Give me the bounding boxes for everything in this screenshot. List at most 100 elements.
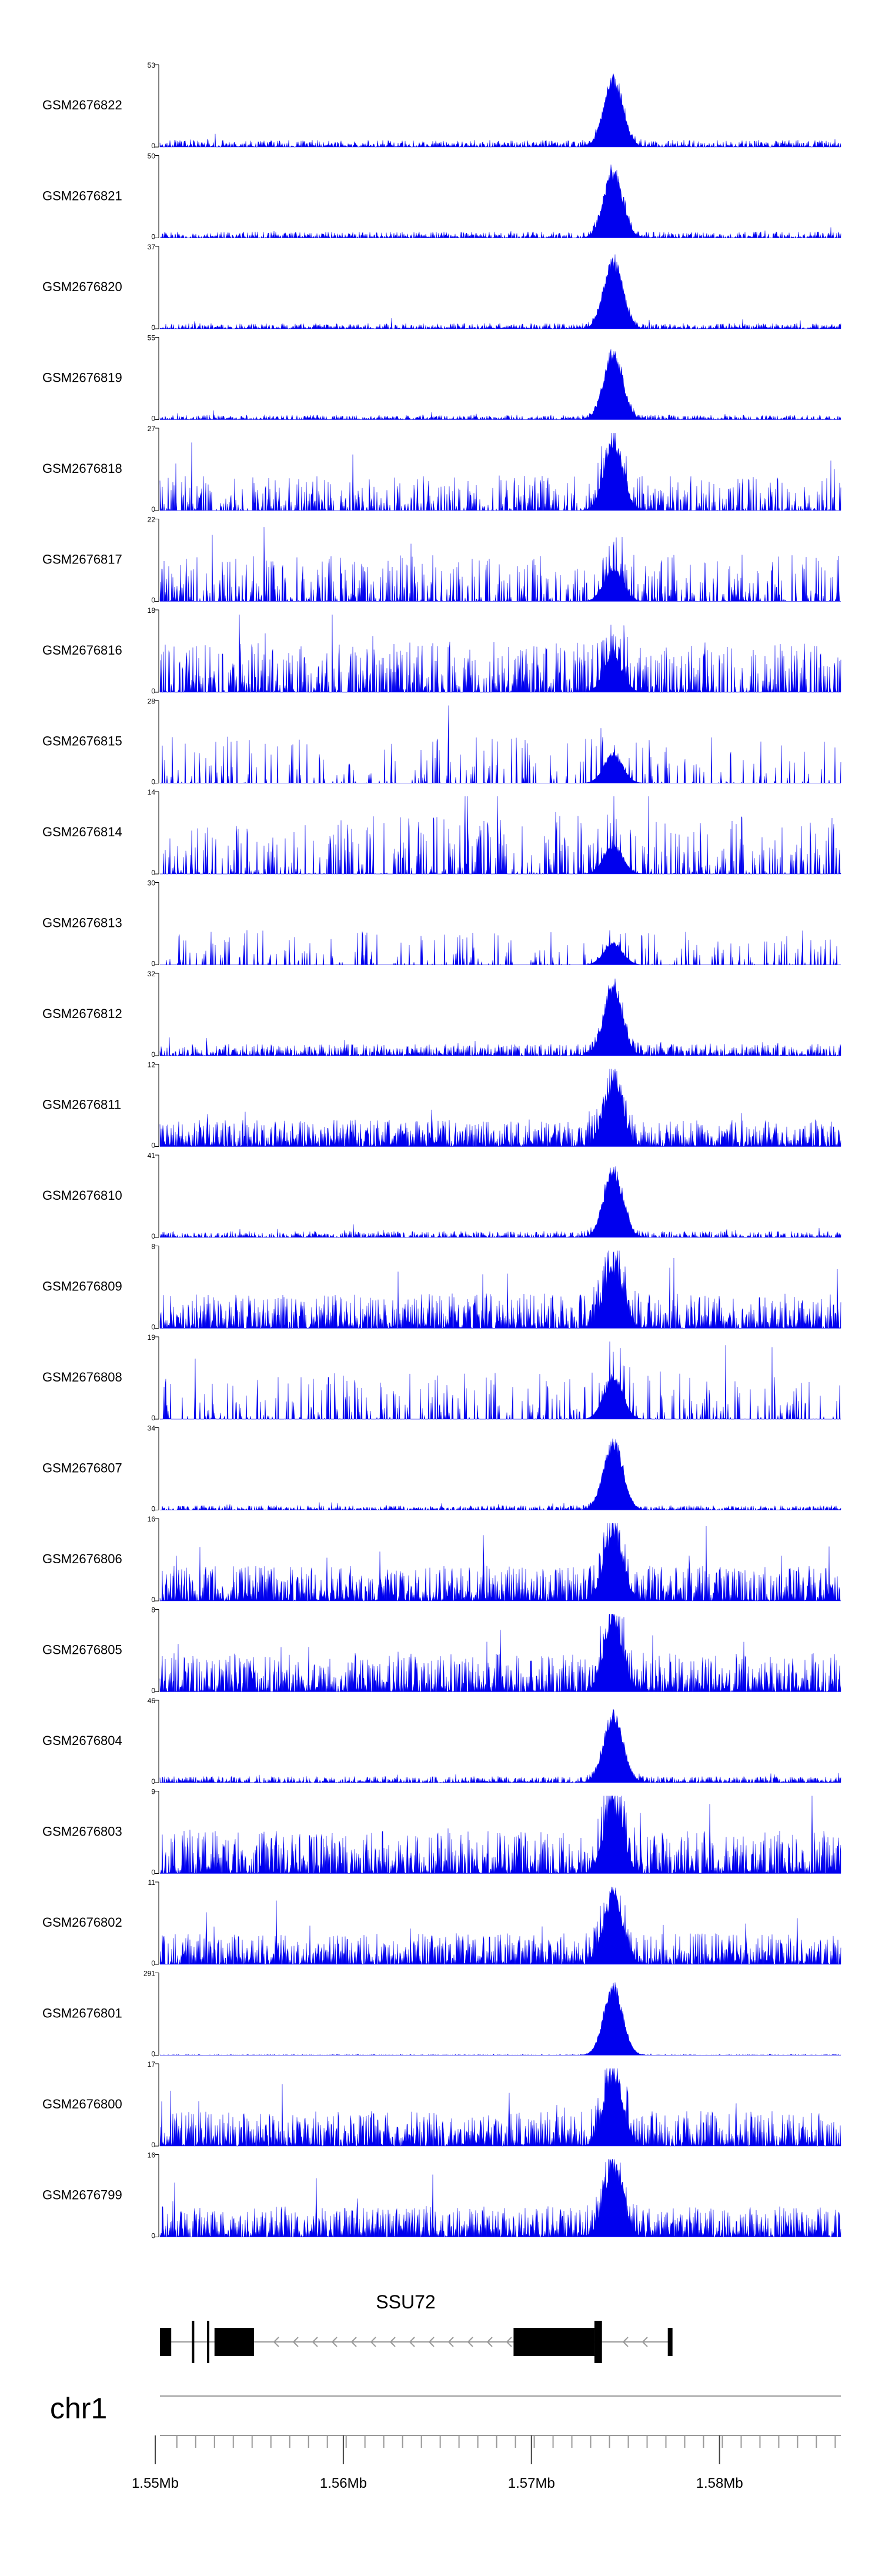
track-label: GSM2676805 xyxy=(42,1643,122,1657)
y-max-label: 50 xyxy=(148,152,156,161)
strand-arrow xyxy=(370,2337,376,2347)
track-label: GSM2676819 xyxy=(42,371,122,385)
signal-area xyxy=(159,349,841,421)
track-label: GSM2676803 xyxy=(42,1824,122,1839)
signal-area xyxy=(159,1709,841,1783)
gene-exon-utr xyxy=(667,2328,673,2356)
gene-exon-coding xyxy=(214,2328,254,2356)
signal-area xyxy=(159,1886,841,1965)
track-gsm2676811: GSM2676811 12 0 xyxy=(42,1061,841,1150)
track-gsm2676801: GSM2676801 291 0 xyxy=(42,1970,841,2058)
y-min-label: 0 xyxy=(151,2141,155,2149)
axis-tick-label: 1.58Mb xyxy=(696,2475,743,2491)
track-gsm2676822: GSM2676822 53 0 xyxy=(42,61,841,150)
y-min-label: 0 xyxy=(151,1142,155,1150)
y-min-label: 0 xyxy=(151,1777,155,1786)
y-max-label: 22 xyxy=(148,516,156,524)
track-gsm2676806: GSM2676806 16 0 xyxy=(42,1515,841,1604)
strand-arrow xyxy=(273,2337,279,2347)
y-max-label: 17 xyxy=(148,2060,156,2068)
track-label: GSM2676810 xyxy=(42,1188,122,1203)
signal-area xyxy=(159,1250,841,1329)
y-max-label: 16 xyxy=(148,2151,156,2160)
y-min-label: 0 xyxy=(151,1414,155,1422)
genome-axis-track: chr1 1.55Mb 1.56Mb 1.57Mb 1.58Mb xyxy=(50,2392,841,2491)
y-min-label: 0 xyxy=(151,2232,155,2240)
track-gsm2676808: GSM2676808 19 0 xyxy=(42,1333,841,1422)
y-max-label: 34 xyxy=(148,1424,156,1433)
strand-arrow xyxy=(389,2337,396,2347)
track-label: GSM2676808 xyxy=(42,1370,122,1384)
axis-tick-label: 1.56Mb xyxy=(320,2475,367,2491)
track-label: GSM2676802 xyxy=(42,1915,122,1930)
gene-exon-utr xyxy=(160,2328,172,2356)
strand-arrow xyxy=(622,2337,629,2347)
track-gsm2676813: GSM2676813 30 0 xyxy=(42,879,841,968)
signal-area xyxy=(159,73,841,148)
strand-arrow xyxy=(312,2337,318,2347)
y-max-label: 14 xyxy=(148,788,156,796)
track-label: GSM2676807 xyxy=(42,1461,122,1476)
y-min-label: 0 xyxy=(151,415,155,423)
gene-exon-boundary xyxy=(192,2321,195,2363)
y-min-label: 0 xyxy=(151,687,155,695)
y-min-label: 0 xyxy=(151,1323,155,1332)
signal-area xyxy=(159,978,841,1056)
strand-arrow xyxy=(486,2337,493,2347)
y-max-label: 11 xyxy=(148,1878,156,1887)
track-gsm2676821: GSM2676821 50 0 xyxy=(42,152,841,241)
y-min-label: 0 xyxy=(151,1050,155,1059)
signal-area xyxy=(159,1982,841,2056)
y-max-label: 27 xyxy=(148,425,156,433)
y-min-label: 0 xyxy=(151,1505,155,1513)
signal-area xyxy=(159,2159,841,2238)
track-gsm2676802: GSM2676802 11 0 xyxy=(42,1878,841,1967)
y-max-label: 8 xyxy=(151,1606,155,1614)
axis-tick-label: 1.55Mb xyxy=(132,2475,179,2491)
track-label: GSM2676817 xyxy=(42,552,122,567)
y-max-label: 18 xyxy=(148,606,156,615)
y-max-label: 55 xyxy=(148,334,156,342)
track-gsm2676800: GSM2676800 17 0 xyxy=(42,2060,841,2149)
gene-exon-boundary xyxy=(594,2321,602,2363)
track-gsm2676820: GSM2676820 37 0 xyxy=(42,243,841,332)
y-min-label: 0 xyxy=(151,1596,155,1604)
strand-arrow xyxy=(428,2337,435,2347)
track-gsm2676814: GSM2676814 14 0 xyxy=(42,788,841,877)
y-max-label: 37 xyxy=(148,243,156,251)
signal-area xyxy=(159,527,841,602)
track-label: GSM2676822 xyxy=(42,98,122,112)
y-min-label: 0 xyxy=(151,323,155,332)
track-label: GSM2676799 xyxy=(42,2188,122,2203)
strand-arrow xyxy=(409,2337,415,2347)
signal-area xyxy=(159,614,841,693)
signal-area xyxy=(159,1796,841,1874)
signal-area xyxy=(159,2068,841,2147)
signal-area xyxy=(159,164,841,239)
track-gsm2676799: GSM2676799 16 0 xyxy=(42,2151,841,2240)
gene-exon-coding xyxy=(513,2328,594,2356)
track-label: GSM2676801 xyxy=(42,2006,122,2021)
track-gsm2676809: GSM2676809 8 0 xyxy=(42,1243,841,1332)
y-max-label: 9 xyxy=(151,1788,155,1796)
track-label: GSM2676812 xyxy=(42,1006,122,1021)
track-label: GSM2676821 xyxy=(42,189,122,203)
gene-exon-boundary xyxy=(206,2321,209,2363)
track-gsm2676805: GSM2676805 8 0 xyxy=(42,1606,841,1695)
signal-area xyxy=(159,1614,841,1693)
signal-area xyxy=(159,1166,841,1238)
signal-area xyxy=(159,1069,841,1147)
strand-arrow xyxy=(447,2337,454,2347)
y-min-label: 0 xyxy=(151,960,155,968)
y-max-label: 28 xyxy=(148,698,156,706)
track-label: GSM2676815 xyxy=(42,734,122,749)
track-label: GSM2676816 xyxy=(42,643,122,658)
track-gsm2676812: GSM2676812 32 0 xyxy=(42,970,841,1059)
y-min-label: 0 xyxy=(151,869,155,877)
track-label: GSM2676809 xyxy=(42,1279,122,1294)
signal-area xyxy=(160,1439,841,1511)
y-min-label: 0 xyxy=(151,1232,155,1240)
signal-area xyxy=(160,796,841,875)
